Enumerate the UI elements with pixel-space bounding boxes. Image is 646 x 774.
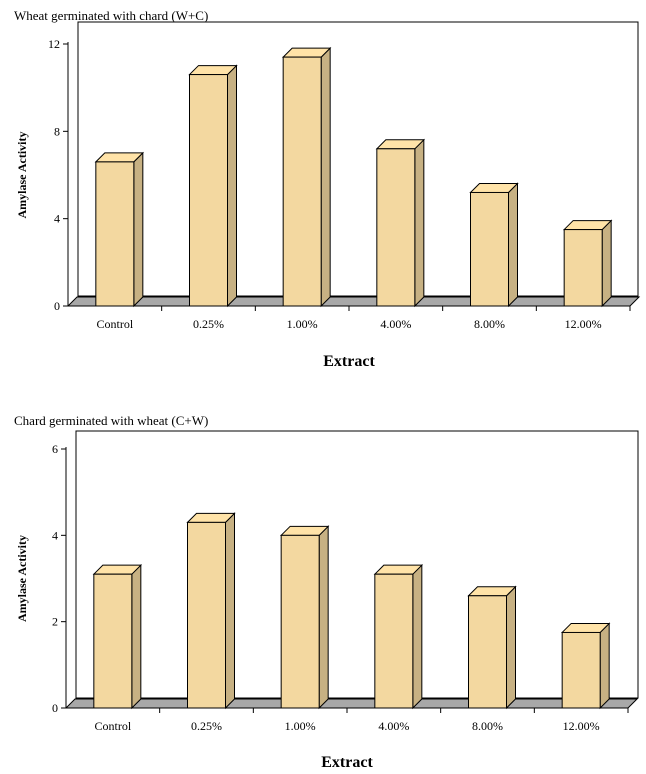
bar-top	[560, 622, 611, 633]
bar-side	[320, 46, 331, 308]
y-tick-label: 2	[52, 615, 58, 629]
bar	[373, 563, 424, 710]
x-axis-label: Extract	[321, 754, 373, 771]
y-axis-label: Amylase Activity	[15, 132, 29, 219]
bar-top	[92, 564, 143, 575]
bar-side	[131, 563, 142, 710]
bar-front	[470, 191, 509, 307]
bar-top	[186, 512, 236, 523]
plot-area	[77, 21, 639, 297]
bar-top	[469, 182, 519, 193]
x-tick-label: 12.00%	[565, 317, 602, 331]
bar	[469, 182, 519, 308]
chart-panel-chard: Chard germinated with wheat (C+W) 0 2 4 6 Co…	[0, 405, 646, 774]
x-tick-label: 1.00%	[285, 719, 316, 733]
x-tick-label: 4.00%	[378, 719, 409, 733]
bar	[92, 563, 143, 710]
x-tick-label: Control	[94, 719, 131, 733]
bar-top	[279, 525, 330, 536]
x-tick-label: 8.00%	[472, 719, 503, 733]
x-axis-label: Extract	[323, 353, 375, 370]
bar-side	[599, 622, 610, 710]
bar-side	[506, 585, 516, 710]
bar-front	[93, 573, 133, 709]
bar	[467, 585, 517, 710]
x-tick-label: 0.25%	[193, 317, 224, 331]
plot-area	[75, 430, 639, 699]
bar-front	[376, 148, 416, 307]
bar	[279, 525, 330, 710]
bar	[375, 138, 426, 308]
bar-side	[227, 64, 237, 308]
chart-title: Wheat germinated with chard (W+C)	[14, 8, 209, 23]
bar-side	[508, 182, 518, 308]
bar-front	[280, 534, 320, 709]
chart-title: Chard germinated with wheat (C+W)	[14, 413, 209, 428]
bar-side	[601, 219, 612, 308]
bar	[560, 622, 611, 710]
x-tick-label: 4.00%	[380, 317, 411, 331]
bar-top	[562, 220, 613, 231]
y-tick-label: 6	[52, 442, 58, 456]
bar-top	[281, 47, 332, 58]
chart-panel-wheat: Wheat germinated with chard (W+C) 0 4 8 12 C…	[0, 0, 646, 385]
bar-top	[188, 65, 238, 76]
x-tick-label: Control	[96, 317, 133, 331]
bar-top	[373, 564, 424, 575]
bar	[562, 219, 613, 308]
bar	[94, 151, 145, 308]
x-tick-label: 0.25%	[191, 719, 222, 733]
bar-chart-svg: 0 4 8 12 Control 0.25% 1.00% 4.00% 8.00% 12.00% Am…	[15, 21, 641, 370]
bar-front	[282, 56, 322, 307]
bar-front	[561, 631, 601, 709]
x-tick-label: 8.00%	[474, 317, 505, 331]
bar-front	[187, 521, 226, 709]
bar-side	[133, 151, 144, 308]
bar-side	[318, 525, 329, 710]
bar-side	[414, 138, 425, 308]
y-tick-label: 4	[52, 528, 58, 542]
bar-side	[225, 512, 235, 710]
bar-side	[412, 563, 423, 710]
x-tick-label: 1.00%	[287, 317, 318, 331]
y-axis-label: Amylase Activity	[15, 535, 29, 622]
y-tick-label: 12	[48, 37, 60, 51]
bar-front	[468, 595, 507, 709]
y-tick-label: 8	[54, 124, 60, 138]
bar-chart-svg: 0 2 4 6 Control 0.25% 1.00% 4.00% 8.00% 12.00% Amy…	[15, 430, 639, 771]
chart-floor	[64, 698, 639, 709]
bar-top	[94, 152, 145, 163]
chart-floor	[66, 296, 641, 307]
y-tick-label: 4	[54, 212, 60, 226]
bar-front	[374, 573, 414, 709]
x-tick-label: 12.00%	[563, 719, 600, 733]
bar-front	[95, 161, 135, 307]
bar	[186, 512, 236, 710]
y-tick-label: 0	[54, 299, 60, 313]
bar-front	[563, 229, 603, 307]
bar	[188, 64, 238, 308]
bar-front	[189, 74, 228, 307]
y-tick-label: 0	[52, 701, 58, 715]
bar-top	[467, 586, 517, 597]
bar-top	[375, 139, 426, 150]
bar	[281, 46, 332, 308]
